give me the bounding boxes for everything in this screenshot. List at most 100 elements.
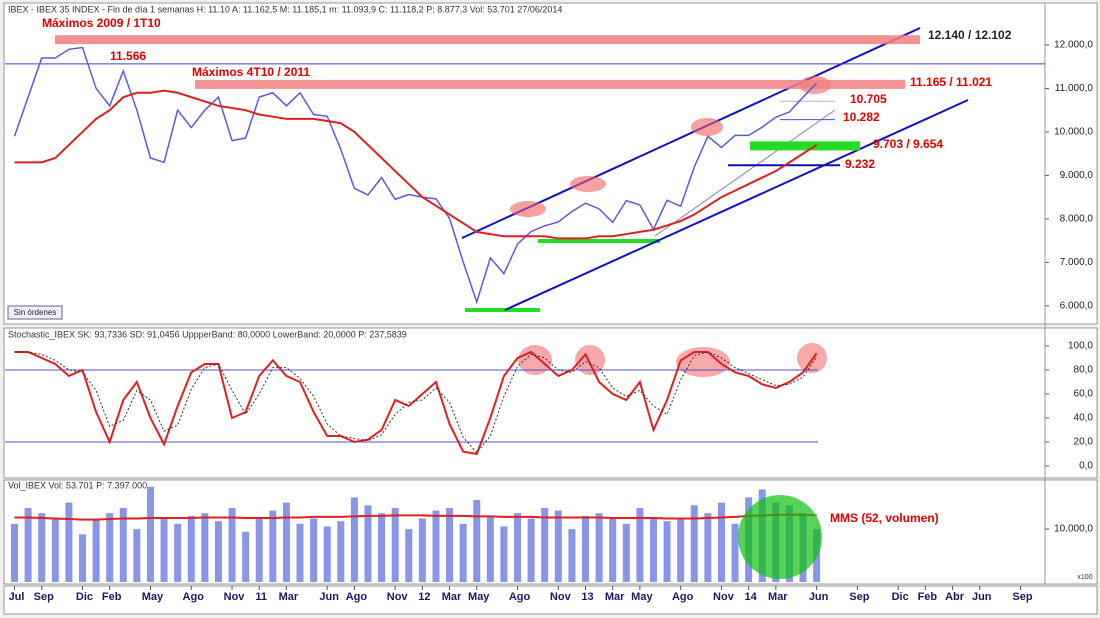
x-tick-label: Ago	[509, 591, 531, 603]
volume-bar	[146, 486, 154, 582]
x-tick-label: Jun	[319, 591, 339, 603]
volume-bar	[514, 513, 522, 582]
volume-bar	[24, 507, 32, 582]
y-tick-label: 10.000,0	[1054, 524, 1093, 535]
highlight	[738, 495, 822, 579]
button-label[interactable]: Sin órdenes	[14, 308, 57, 317]
volume-bar	[364, 505, 372, 582]
volume-bar	[323, 526, 331, 582]
y-tick-label: 100,0	[1068, 341, 1093, 352]
x-tick-label: Abr	[945, 591, 965, 603]
volume-bar	[201, 513, 209, 582]
series-line	[14, 350, 818, 456]
volume-bar	[595, 513, 603, 582]
volume-annotation: MMS (52, volumen)	[830, 511, 939, 525]
x-tick-label: Ago	[183, 591, 205, 603]
x-tick-label: Jul	[9, 591, 25, 603]
x-tick-label: Feb	[918, 591, 938, 603]
volume-bar	[78, 534, 86, 582]
x-tick-label: Feb	[102, 591, 122, 603]
y-tick-label: 11.000,0	[1055, 83, 1094, 94]
x-tick-label: May	[468, 591, 490, 603]
y-tick-label: 6.000,0	[1060, 300, 1094, 311]
y-tick-label: 20,0	[1074, 437, 1094, 448]
volume-bar	[282, 502, 290, 582]
y-tick-label: 12.000,0	[1054, 40, 1093, 51]
volume-bar	[500, 526, 508, 582]
volume-bar	[350, 497, 358, 582]
x-tick-label: 14	[745, 591, 758, 603]
volume-bar	[296, 523, 304, 582]
stochastic-header: Stochastic_IBEX SK: 93,7336 SD: 91,0456 …	[8, 329, 407, 339]
button[interactable]	[7, 305, 63, 320]
volume-bar	[228, 507, 236, 582]
volume-bar	[160, 518, 168, 582]
x-tick-label: Dic	[76, 591, 93, 603]
volume-bar	[133, 529, 141, 582]
scale-note: x100	[1077, 574, 1092, 581]
volume-bar	[527, 518, 535, 582]
x-tick-label: Sep	[34, 591, 54, 603]
volume-bar	[11, 523, 19, 582]
level-label: 10.705	[850, 92, 887, 106]
x-tick-label: 13	[581, 591, 593, 603]
volume-bar	[731, 523, 739, 582]
x-tick-label: Nov	[550, 591, 572, 603]
volume-bar	[242, 531, 250, 582]
volume-bar	[473, 499, 481, 582]
y-tick-label: 80,0	[1074, 365, 1094, 376]
x-tick-label: Mar	[442, 591, 462, 603]
stochastic-panel	[3, 327, 1098, 479]
volume-bar	[663, 521, 671, 582]
volume-bar	[690, 505, 698, 582]
volume-bar	[581, 515, 589, 582]
volume-bar	[214, 521, 222, 582]
volume-bar	[486, 515, 494, 582]
x-tick-label: Ago	[672, 591, 694, 603]
x-tick-label: May	[631, 591, 653, 603]
y-tick-label: 40,0	[1074, 413, 1094, 424]
volume-bar	[677, 518, 685, 582]
volume-bar	[432, 510, 440, 582]
price-panel	[3, 2, 1098, 325]
x-tick-label: 11	[255, 591, 267, 603]
level-band	[750, 141, 860, 151]
y-tick-label: 8.000,0	[1060, 214, 1094, 225]
level-label: 11.165 / 11.021	[910, 75, 992, 89]
volume-header: Vol_IBEX Vol: 53.701 P: 7.397.000	[8, 480, 147, 490]
x-tick-label: Sep	[1012, 591, 1032, 603]
volume-bar	[174, 523, 182, 582]
series-line	[14, 351, 818, 454]
x-tick-label: 12	[418, 591, 430, 603]
y-tick-label: 60,0	[1074, 389, 1094, 400]
x-tick-label: Nov	[224, 591, 246, 603]
channel-line	[504, 99, 969, 311]
y-tick-label: 7.000,0	[1060, 257, 1094, 268]
highlight	[570, 176, 606, 192]
x-tick-label: Mar	[279, 591, 299, 603]
note: Máximos 2009 / 1T10	[42, 16, 161, 30]
volume-bar	[636, 507, 644, 582]
y-tick-label: 10.000,0	[1054, 127, 1093, 138]
volume-bar	[446, 507, 454, 582]
volume-bar	[119, 507, 127, 582]
trend-line	[654, 109, 836, 237]
volume-bar	[568, 529, 576, 582]
volume-bar	[717, 502, 725, 582]
volume-bar	[378, 513, 386, 582]
level-band	[195, 79, 905, 89]
volume-bar	[310, 518, 318, 582]
level-label: 9.703 / 9.654	[873, 137, 943, 151]
price-header: IBEX - IBEX 35 INDEX - Fin de día 1 sema…	[8, 4, 562, 14]
series-line	[14, 513, 817, 521]
volume-bar	[337, 521, 345, 582]
volume-bar	[704, 513, 712, 582]
volume-bar	[106, 513, 114, 582]
level-label: 11.566	[110, 49, 146, 63]
x-tick-label: Jun	[809, 591, 829, 603]
x-tick-label: Ago	[346, 591, 368, 603]
volume-bar	[554, 510, 562, 582]
volume-bar	[38, 513, 46, 582]
volume-bar	[405, 529, 413, 582]
x-tick-label: Sep	[849, 591, 869, 603]
